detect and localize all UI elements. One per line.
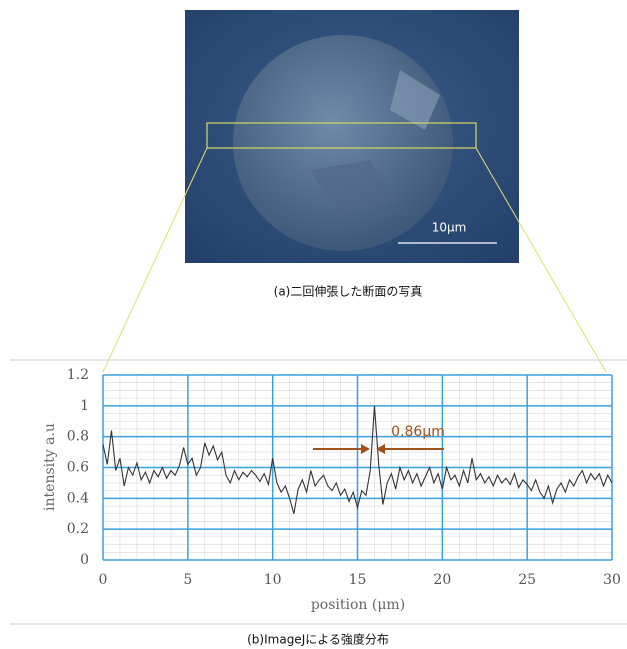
y-tick-label: 0 xyxy=(80,552,89,568)
plot: 0 0.2 0.4 0.6 0.8 1 1.2 0 5 10 15 20 25 30 xyxy=(67,367,621,588)
profile-region xyxy=(206,122,477,149)
photo-feature xyxy=(310,160,395,215)
data-line xyxy=(102,405,613,514)
annotation: 0.86μm xyxy=(391,424,445,440)
y-tick-label: 0.4 xyxy=(67,490,89,506)
y-tick-label: 1.2 xyxy=(67,367,89,383)
x-tick-label: 10 xyxy=(264,572,282,588)
y-axis-label: intensity a.u xyxy=(42,423,58,511)
caption: (b)ImageJによる強度分布 xyxy=(247,632,389,647)
x-tick-label: 15 xyxy=(349,572,367,588)
zoom-line xyxy=(102,147,208,373)
photo-feature xyxy=(390,70,440,130)
y-tick-label: 0.2 xyxy=(67,521,89,537)
y-tick-label: 1 xyxy=(80,398,89,414)
y-tick-label: 0.6 xyxy=(67,460,89,476)
y-tick-label: 0.8 xyxy=(67,429,89,445)
x-tick-label: 5 xyxy=(183,572,192,588)
arrow-head xyxy=(376,444,385,454)
fiber-cross-section xyxy=(233,35,453,251)
x-tick-label: 25 xyxy=(518,572,536,588)
photo: 10μm xyxy=(185,10,519,263)
x-axis-label: position (μm) xyxy=(311,597,405,613)
zoom-line xyxy=(475,147,607,373)
x-tick-label: 20 xyxy=(433,572,451,588)
x-tick-label: 0 xyxy=(99,572,108,588)
scale-label: 10μm xyxy=(432,221,467,235)
x-tick-label: 30 xyxy=(603,572,621,588)
width-annotation: 0.86μm xyxy=(313,424,445,454)
arrow-head xyxy=(361,444,370,454)
photo-caption: (a)二回伸張した断面の写真 xyxy=(274,284,423,299)
